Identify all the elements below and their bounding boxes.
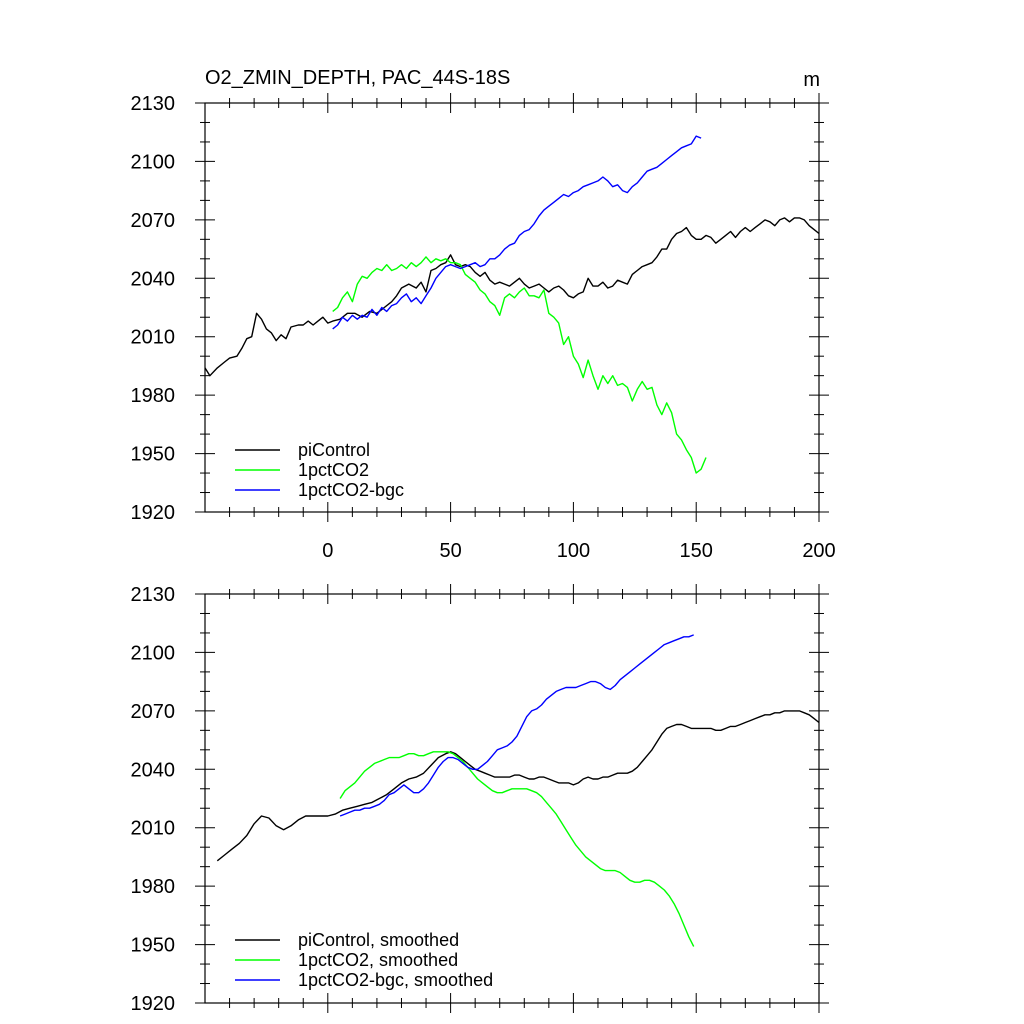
- bottom-series-picontrol-smoothed: [216, 710, 820, 862]
- units-label: m: [803, 69, 820, 91]
- top-x-tick-label: 50: [439, 540, 461, 562]
- bottom-panel: 1920 1950 1980 2010 2040 2070 2100 2130 piContr…: [131, 584, 829, 1015]
- bottom-axes: 1920 1950 1980 2010 2040 2070 2100 2130: [131, 584, 829, 1015]
- top-series-1pctco2: [332, 256, 707, 474]
- bottom-series-group: [216, 634, 820, 947]
- top-y-tick-label: 2100: [131, 151, 176, 173]
- top-legend-label: 1pctCO2-bgc: [298, 480, 404, 500]
- top-y-tick-label: 1980: [131, 385, 176, 407]
- top-x-tick-label: 200: [802, 540, 835, 562]
- bottom-legend-label: 1pctCO2-bgc, smoothed: [298, 970, 493, 990]
- bottom-y-tick-label: 1980: [131, 876, 176, 898]
- bottom-series-1pctco2-smoothed: [339, 751, 695, 947]
- top-plot-frame: [204, 102, 820, 513]
- top-y-tick-label: 1950: [131, 444, 176, 466]
- top-legend-label: piControl: [298, 440, 370, 460]
- bottom-legend-label: piControl, smoothed: [298, 930, 459, 950]
- top-axes: 1920 1950 1980 2010 2040 2070 2100 2130 0 50 100 15…: [131, 93, 836, 562]
- bottom-legend-label: 1pctCO2, smoothed: [298, 950, 458, 970]
- top-y-tick-label: 2040: [131, 268, 176, 290]
- top-series-group: [204, 135, 820, 474]
- top-y-tick-label: 2010: [131, 327, 176, 349]
- top-series-1pctco2-bgc: [332, 135, 702, 330]
- chart-title: O2_ZMIN_DEPTH, PAC_44S-18S: [205, 67, 510, 89]
- top-y-tick-label: 2130: [131, 93, 176, 115]
- top-y-tick-label: 2070: [131, 210, 176, 232]
- bottom-y-tick-label: 2040: [131, 759, 176, 781]
- top-x-tick-label: 150: [680, 540, 713, 562]
- bottom-y-tick-label: 2010: [131, 818, 176, 840]
- bottom-y-tick-label: 2070: [131, 701, 176, 723]
- top-x-tick-label: 100: [557, 540, 590, 562]
- top-x-tick-label: 0: [322, 540, 333, 562]
- bottom-series-1pctco2-bgc-smoothed: [339, 634, 694, 817]
- bottom-y-tick-label: 1950: [131, 935, 176, 957]
- bottom-y-tick-label: 2130: [131, 584, 176, 606]
- bottom-plot-frame: [204, 593, 820, 1004]
- bottom-y-tick-label: 2100: [131, 642, 176, 664]
- bottom-y-tick-label: 1920: [131, 993, 176, 1015]
- top-panel: O2_ZMIN_DEPTH, PAC_44S-18S m 1920 1950 198…: [131, 67, 836, 562]
- top-legend-label: 1pctCO2: [298, 460, 369, 480]
- top-y-tick-label: 1920: [131, 502, 176, 524]
- top-series-picontrol: [204, 217, 820, 377]
